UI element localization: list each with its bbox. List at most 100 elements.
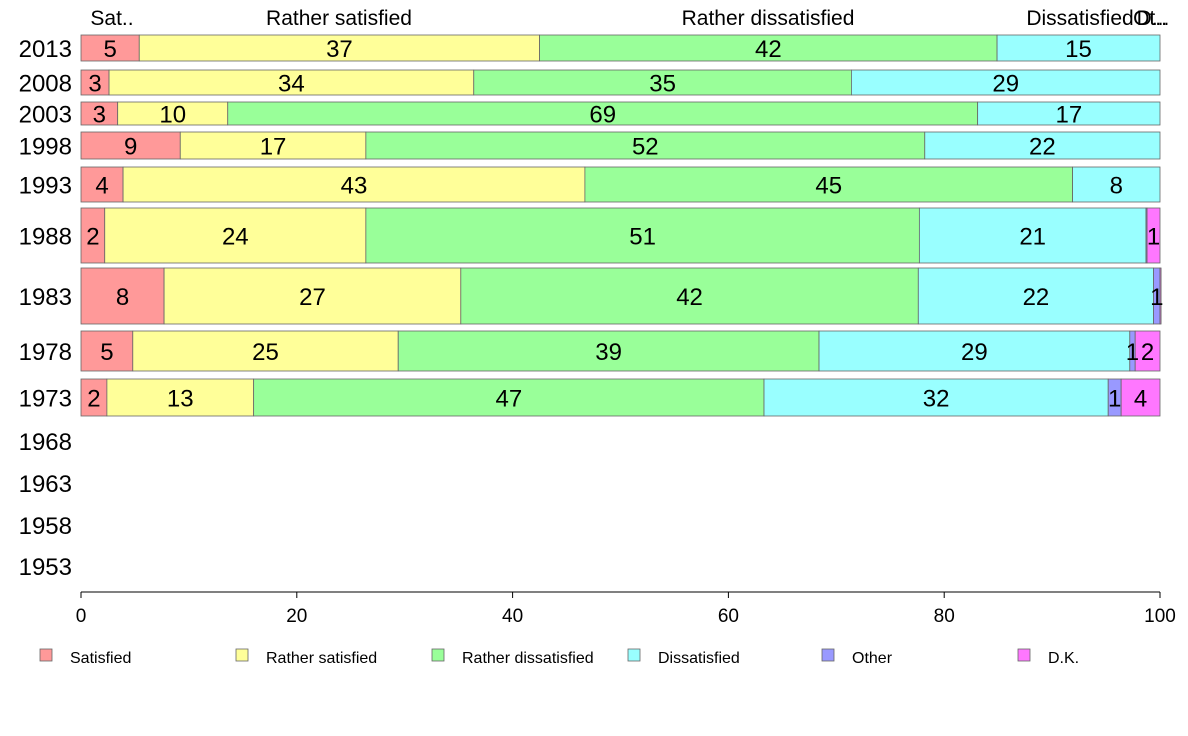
data-label-1988-rather-dissatisfied: 51 bbox=[629, 224, 656, 251]
data-label-1978-dissatisfied: 29 bbox=[961, 339, 988, 366]
y-label-2013: 2013 bbox=[19, 36, 72, 63]
y-label-1978: 1978 bbox=[19, 339, 72, 366]
bar-1983-satisfied bbox=[80, 267, 165, 325]
legend-swatch-rather-dissatisfied bbox=[431, 648, 445, 662]
data-label-1988-dissatisfied: 21 bbox=[1019, 224, 1046, 251]
x-tick-label-20: 20 bbox=[286, 606, 307, 627]
y-label-2008: 2008 bbox=[19, 71, 72, 98]
bar-1993-rather-dissatisfied bbox=[584, 166, 1074, 203]
x-tick-label-0: 0 bbox=[76, 606, 87, 627]
top-label-3: Dissatisfied bbox=[1026, 7, 1133, 30]
data-label-1983-other: 1 bbox=[1150, 284, 1163, 311]
bar-1973-dissatisfied bbox=[763, 378, 1109, 417]
legend-swatch-dissatisfied bbox=[627, 648, 641, 662]
bar-1998-rather-dissatisfied bbox=[365, 131, 926, 160]
legend-label-d-k-: D.K. bbox=[1048, 650, 1079, 667]
data-label-1993-rather-dissatisfied: 45 bbox=[815, 173, 842, 200]
data-label-1998-dissatisfied: 22 bbox=[1029, 134, 1056, 161]
data-label-1998-rather-dissatisfied: 52 bbox=[632, 134, 659, 161]
top-label-4: Ot.. bbox=[1133, 7, 1167, 30]
bar-1998-dissatisfied bbox=[924, 131, 1161, 160]
data-label-1973-other: 1 bbox=[1108, 386, 1121, 413]
data-label-2013-rather-satisfied: 37 bbox=[326, 36, 353, 63]
data-label-1973-dissatisfied: 32 bbox=[923, 386, 950, 413]
bars: 5 37 42 153 34 35 293 10 69 179 17 52 224 43 45 82 24 51 2… bbox=[80, 34, 1163, 417]
data-label-2013-dissatisfied: 15 bbox=[1065, 36, 1092, 63]
legend-swatch-rather-satisfied bbox=[235, 648, 249, 662]
y-label-1998: 1998 bbox=[19, 134, 72, 161]
data-label-1983-rather-satisfied: 27 bbox=[299, 284, 326, 311]
bar-1973-d-k- bbox=[1120, 378, 1161, 417]
legend-label-satisfied: Satisfied bbox=[70, 650, 131, 667]
bar-1983-d-k- bbox=[1159, 267, 1162, 325]
y-label-1983: 1983 bbox=[19, 284, 72, 311]
bar-1978-rather-satisfied bbox=[132, 330, 399, 372]
legend-label-other: Other bbox=[852, 650, 893, 667]
data-label-1978-rather-dissatisfied: 39 bbox=[595, 339, 622, 366]
top-label-1: Rather satisfied bbox=[266, 7, 412, 30]
y-label-1958: 1958 bbox=[19, 513, 72, 540]
x-tick-label-100: 100 bbox=[1144, 606, 1176, 627]
legend: Satisfied Rather satisfied Rather dissatis… bbox=[39, 648, 1079, 667]
legend-swatch-other bbox=[821, 648, 835, 662]
bar-1993-rather-satisfied bbox=[122, 166, 586, 203]
top-label-0: Sat.. bbox=[90, 7, 133, 30]
bar-1983-rather-dissatisfied bbox=[460, 267, 919, 325]
data-label-2013-rather-dissatisfied: 42 bbox=[755, 36, 782, 63]
bar-1988-rather-dissatisfied bbox=[365, 207, 920, 264]
data-label-1973-satisfied: 2 bbox=[87, 386, 100, 413]
data-label-1993-rather-satisfied: 43 bbox=[341, 173, 368, 200]
top-labels: Sat.. Rather satisfied Rather dissatisfied… bbox=[90, 7, 1169, 30]
y-label-1963: 1963 bbox=[19, 471, 72, 498]
data-label-1998-satisfied: 9 bbox=[124, 134, 137, 161]
bar-2008-satisfied bbox=[80, 69, 110, 96]
y-label-1968: 1968 bbox=[19, 429, 72, 456]
top-label-2: Rather dissatisfied bbox=[682, 7, 855, 30]
bar-1978-d-k- bbox=[1134, 330, 1161, 372]
data-label-2008-dissatisfied: 29 bbox=[992, 71, 1019, 98]
data-label-1978-other: 1 bbox=[1126, 339, 1139, 366]
bar-1988-dissatisfied bbox=[918, 207, 1147, 264]
bar-1983-dissatisfied bbox=[917, 267, 1154, 325]
bar-1998-satisfied bbox=[80, 131, 181, 160]
bar-2013-rather-satisfied bbox=[138, 34, 540, 62]
y-axis-labels: 2013 2008 2003 1998 1993 1988 1983 1978 1973 1968… bbox=[19, 36, 72, 581]
data-label-1993-satisfied: 4 bbox=[95, 173, 108, 200]
data-label-1978-rather-satisfied: 25 bbox=[252, 339, 279, 366]
x-tick-label-40: 40 bbox=[502, 606, 523, 627]
data-label-1983-rather-dissatisfied: 42 bbox=[676, 284, 703, 311]
bar-1973-satisfied bbox=[80, 378, 108, 417]
data-label-1983-dissatisfied: 22 bbox=[1023, 284, 1050, 311]
top-label-5: D... bbox=[1137, 7, 1170, 30]
data-label-2003-rather-satisfied: 10 bbox=[159, 102, 186, 129]
legend-label-rather-dissatisfied: Rather dissatisfied bbox=[462, 650, 594, 667]
bar-1993-satisfied bbox=[80, 166, 124, 203]
data-label-2003-satisfied: 3 bbox=[93, 102, 106, 129]
data-label-1973-rather-satisfied: 13 bbox=[167, 386, 194, 413]
data-label-1998-rather-satisfied: 17 bbox=[260, 134, 287, 161]
bar-1988-rather-satisfied bbox=[104, 207, 367, 264]
bar-1973-rather-satisfied bbox=[106, 378, 255, 417]
data-label-2003-rather-dissatisfied: 69 bbox=[589, 102, 616, 129]
data-label-2008-rather-dissatisfied: 35 bbox=[649, 71, 676, 98]
bar-2008-dissatisfied bbox=[851, 69, 1161, 96]
bar-1978-rather-dissatisfied bbox=[397, 330, 820, 372]
data-label-1978-satisfied: 5 bbox=[100, 339, 113, 366]
x-tick-label-60: 60 bbox=[718, 606, 739, 627]
bar-2008-rather-dissatisfied bbox=[473, 69, 852, 96]
data-label-2013-satisfied: 5 bbox=[103, 36, 116, 63]
legend-label-rather-satisfied: Rather satisfied bbox=[266, 650, 377, 667]
data-label-1983-satisfied: 8 bbox=[116, 284, 129, 311]
bar-2003-dissatisfied bbox=[977, 101, 1161, 126]
legend-swatch-d-k- bbox=[1017, 648, 1031, 662]
data-label-1993-dissatisfied: 8 bbox=[1110, 173, 1123, 200]
data-label-2008-rather-satisfied: 34 bbox=[278, 71, 305, 98]
y-label-2003: 2003 bbox=[19, 102, 72, 129]
data-label-1973-rather-dissatisfied: 47 bbox=[495, 386, 522, 413]
bar-1978-satisfied bbox=[80, 330, 134, 372]
legend-swatch-satisfied bbox=[39, 648, 53, 662]
data-label-1988-d-k-: 1 bbox=[1147, 224, 1160, 251]
bar-1993-dissatisfied bbox=[1072, 166, 1161, 203]
bar-1988-d-k- bbox=[1146, 207, 1161, 264]
